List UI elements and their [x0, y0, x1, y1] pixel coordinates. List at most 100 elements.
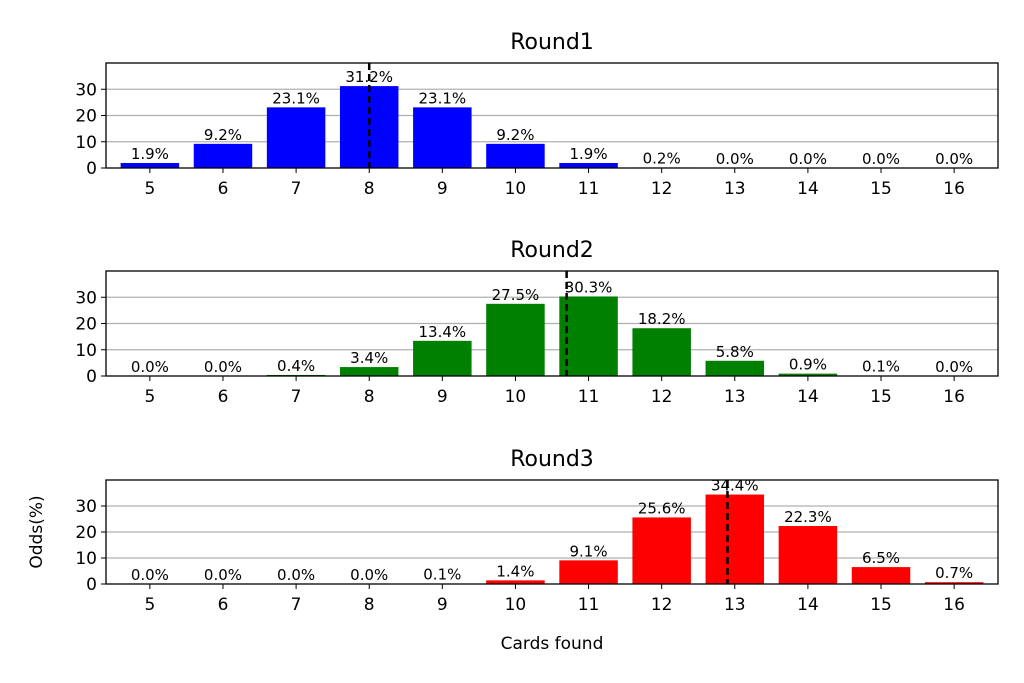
x-tick-label: 7	[291, 595, 302, 615]
x-tick-label: 13	[724, 179, 746, 199]
y-tick-label: 0	[86, 367, 97, 387]
x-tick-label: 14	[797, 595, 819, 615]
x-tick-label: 12	[651, 179, 673, 199]
y-tick-label: 20	[75, 107, 97, 127]
bar	[851, 567, 911, 584]
chart-title: Round1	[510, 30, 594, 55]
y-tick-label: 10	[75, 133, 97, 153]
bar-value-label: 0.0%	[935, 150, 973, 168]
x-tick-label: 15	[870, 387, 892, 407]
bar-value-label: 3.4%	[350, 349, 388, 367]
bar	[632, 328, 691, 376]
y-tick-label: 10	[75, 549, 97, 569]
bar-value-label: 27.5%	[492, 286, 540, 304]
bar	[486, 303, 545, 376]
y-tick-label: 0	[86, 159, 97, 179]
bar-value-label: 30.3%	[565, 278, 613, 296]
bar-value-label: 34.4%	[711, 477, 759, 495]
bar	[924, 582, 984, 584]
bar-value-label: 25.6%	[638, 499, 686, 517]
bar	[559, 560, 618, 584]
x-tick-label: 10	[505, 595, 527, 615]
bar-value-label: 0.0%	[789, 150, 827, 168]
bar	[632, 517, 691, 584]
bar-value-label: 0.2%	[643, 149, 681, 167]
x-tick-label: 12	[651, 595, 673, 615]
x-axis-label: Cards found	[501, 634, 604, 654]
y-tick-label: 30	[75, 288, 97, 308]
x-tick-label: 14	[797, 179, 819, 199]
x-tick-label: 14	[797, 387, 819, 407]
bar	[413, 340, 472, 376]
bar-value-label: 13.4%	[418, 323, 466, 341]
bar-value-label: 0.1%	[862, 358, 900, 376]
bar-value-label: 0.0%	[131, 566, 169, 584]
y-tick-label: 20	[75, 315, 97, 335]
x-tick-label: 9	[437, 179, 448, 199]
bar-value-label: 0.7%	[935, 564, 973, 582]
bar	[705, 494, 765, 584]
bar-value-label: 0.0%	[862, 150, 900, 168]
bar	[559, 163, 618, 168]
bar	[778, 526, 838, 584]
bar	[705, 360, 765, 376]
bar	[266, 107, 326, 168]
bar	[486, 143, 545, 168]
x-tick-label: 9	[437, 595, 448, 615]
x-tick-label: 10	[505, 179, 527, 199]
bar-value-label: 1.9%	[570, 145, 608, 163]
x-tick-label: 6	[218, 595, 229, 615]
x-tick-label: 16	[943, 179, 965, 199]
x-tick-label: 11	[578, 179, 600, 199]
chart-title: Round3	[510, 447, 594, 472]
chart-panel-2: 0.0% 0.0% 0.4% 3.4% 13.4% 27.5% 30.3% 18.2% 5.8%…	[75, 238, 999, 407]
y-tick-label: 30	[75, 497, 97, 517]
x-tick-label: 6	[218, 179, 229, 199]
y-tick-label: 10	[75, 341, 97, 361]
bar-value-label: 0.0%	[716, 150, 754, 168]
bar-value-label: 6.5%	[862, 549, 900, 567]
x-tick-label: 5	[144, 179, 155, 199]
bar-value-label: 9.2%	[496, 126, 534, 144]
bar	[559, 296, 618, 376]
y-tick-label: 0	[86, 575, 97, 595]
x-tick-label: 5	[144, 387, 155, 407]
bar-value-label: 0.0%	[935, 358, 973, 376]
x-tick-label: 16	[943, 595, 965, 615]
y-tick-label: 20	[75, 523, 97, 543]
bar-value-label: 0.4%	[277, 357, 315, 375]
x-tick-label: 8	[364, 179, 375, 199]
bar-value-label: 22.3%	[784, 508, 832, 526]
x-tick-label: 9	[437, 387, 448, 407]
x-tick-label: 10	[505, 387, 527, 407]
chart-panel-3: 0.0% 0.0% 0.0% 0.0% 0.1% 1.4% 9.1% 25.6% 34.4% 22…	[27, 447, 999, 654]
x-tick-label: 11	[578, 387, 600, 407]
x-tick-label: 11	[578, 595, 600, 615]
x-tick-label: 15	[870, 595, 892, 615]
x-tick-label: 6	[218, 387, 229, 407]
x-tick-label: 7	[291, 387, 302, 407]
bar	[486, 580, 545, 584]
bar	[339, 367, 399, 376]
bar-value-label: 0.0%	[204, 358, 242, 376]
bar-value-label: 0.1%	[423, 566, 461, 584]
chart-title: Round2	[510, 238, 594, 263]
bar-value-label: 9.2%	[204, 126, 242, 144]
bar-value-label: 0.0%	[277, 566, 315, 584]
x-tick-label: 16	[943, 387, 965, 407]
bar	[413, 107, 472, 168]
y-tick-label: 30	[75, 80, 97, 100]
bar-value-label: 0.0%	[131, 358, 169, 376]
bar-value-label: 1.4%	[496, 562, 534, 580]
x-tick-label: 13	[724, 387, 746, 407]
bar-value-label: 5.8%	[716, 343, 754, 361]
y-axis-label: Odds(%)	[27, 495, 47, 568]
bar	[193, 143, 253, 168]
chart-panel-1: 1.9%9.2%23.1%31.2%23.1%9.2%1.9%0.2%0.0%0…	[75, 30, 999, 199]
x-tick-label: 7	[291, 179, 302, 199]
bar-value-label: 0.0%	[204, 566, 242, 584]
bar	[120, 163, 180, 168]
bar-value-label: 23.1%	[272, 89, 320, 107]
bar-value-label: 1.9%	[131, 145, 169, 163]
